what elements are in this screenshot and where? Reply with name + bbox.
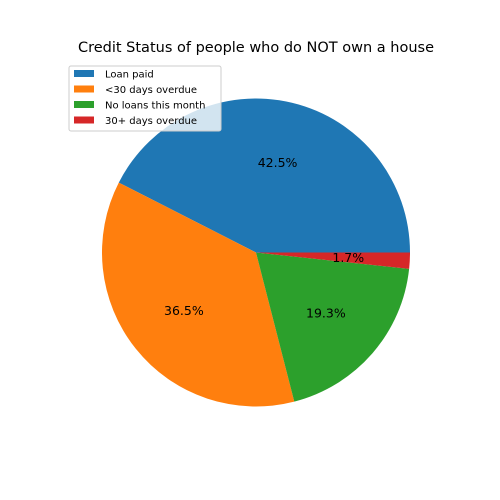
pie-slice-2 [256,252,410,402]
pie-slices [102,98,410,407]
legend-label-1: <30 days overdue [105,85,197,96]
legend: Loan paid <30 days overdue No loans this m… [68,65,222,132]
pie-slice-3 [256,252,410,269]
legend-frame [68,65,222,132]
legend-label-0: Loan paid [105,70,154,81]
pie-slice-0 [118,98,410,253]
legend-label-2: No loans this month [105,101,205,112]
legend-swatch-0 [74,70,94,77]
pie-percent-labels: 42.5% 36.5% 19.3% 1.7% [164,155,364,320]
legend-label-3: 30+ days overdue [105,116,197,127]
pie-percent-label-2: 19.3% [306,305,346,320]
legend-swatch-2 [74,101,94,108]
legend-swatch-1 [74,85,94,93]
pie-slice-1 [102,182,295,407]
pie-percent-label-3: 1.7% [332,250,364,265]
chart-title: Credit Status of people who do NOT own a… [78,40,434,56]
pie-percent-label-1: 36.5% [164,303,204,318]
pie-percent-label-0: 42.5% [258,155,298,170]
legend-swatch-3 [74,116,94,124]
